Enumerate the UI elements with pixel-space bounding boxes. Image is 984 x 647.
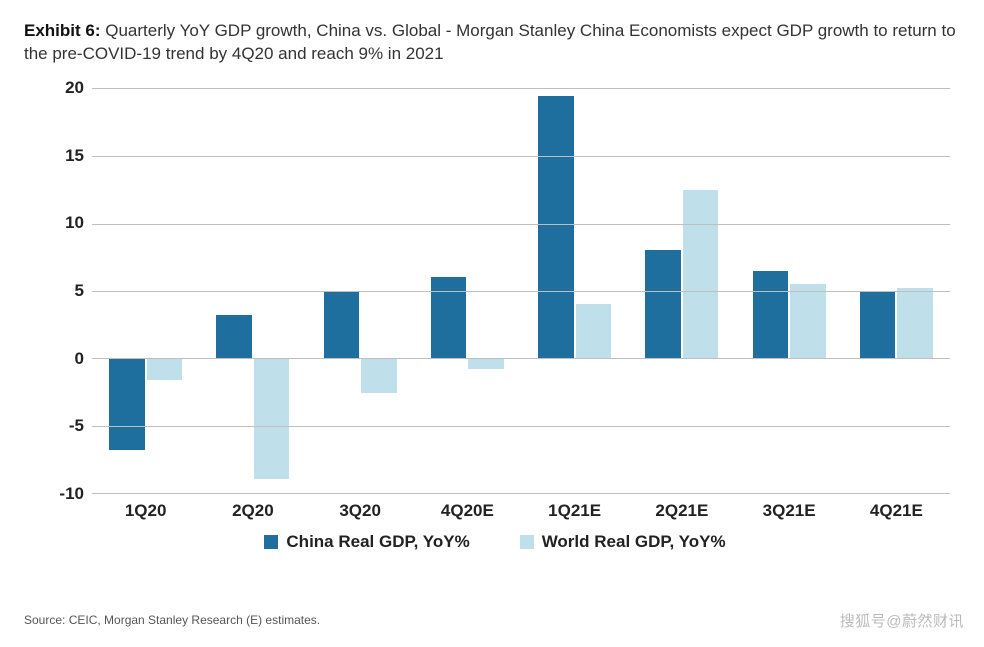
gridline xyxy=(92,358,950,359)
bar xyxy=(109,358,144,450)
legend-swatch xyxy=(264,535,278,549)
legend-swatch xyxy=(520,535,534,549)
y-tick-label: -5 xyxy=(30,416,84,436)
bar xyxy=(897,288,932,358)
legend-label: World Real GDP, YoY% xyxy=(542,532,726,552)
bar xyxy=(860,291,895,358)
watermark: 搜狐号@蔚然财讯 xyxy=(840,610,964,631)
legend-item-china: China Real GDP, YoY% xyxy=(264,532,469,552)
x-tick-label: 1Q20 xyxy=(125,493,167,521)
bar xyxy=(753,271,788,359)
legend-label: China Real GDP, YoY% xyxy=(286,532,469,552)
y-tick-label: 10 xyxy=(30,213,84,233)
bar xyxy=(431,277,466,358)
bar xyxy=(147,358,182,380)
bar xyxy=(538,96,573,359)
y-tick-label: 0 xyxy=(30,349,84,369)
bar xyxy=(576,304,611,358)
x-tick-label: 3Q20 xyxy=(339,493,381,521)
y-tick-label: 5 xyxy=(30,281,84,301)
x-tick-label: 1Q21E xyxy=(548,493,601,521)
bar xyxy=(361,358,396,393)
chart-container: 1Q202Q203Q204Q20E1Q21E2Q21E3Q21E4Q21E Ch… xyxy=(30,84,960,554)
exhibit-label: Exhibit 6: xyxy=(24,21,101,40)
title-text: Quarterly YoY GDP growth, China vs. Glob… xyxy=(24,21,956,63)
bar xyxy=(254,358,289,479)
gridline xyxy=(92,426,950,427)
bar xyxy=(468,358,503,369)
x-tick-label: 4Q21E xyxy=(870,493,923,521)
bar xyxy=(645,250,680,358)
x-tick-label: 4Q20E xyxy=(441,493,494,521)
chart-title: Exhibit 6: Quarterly YoY GDP growth, Chi… xyxy=(24,20,960,66)
bar xyxy=(216,315,251,358)
bar xyxy=(683,190,718,358)
x-tick-label: 3Q21E xyxy=(763,493,816,521)
plot-area: 1Q202Q203Q204Q20E1Q21E2Q21E3Q21E4Q21E xyxy=(92,88,950,494)
legend: China Real GDP, YoY% World Real GDP, YoY… xyxy=(30,532,960,552)
y-tick-label: -10 xyxy=(30,484,84,504)
legend-item-world: World Real GDP, YoY% xyxy=(520,532,726,552)
gridline xyxy=(92,291,950,292)
y-tick-label: 20 xyxy=(30,78,84,98)
bar xyxy=(790,284,825,358)
bar xyxy=(324,292,359,358)
gridline xyxy=(92,224,950,225)
y-tick-label: 15 xyxy=(30,146,84,166)
gridline xyxy=(92,156,950,157)
x-tick-label: 2Q20 xyxy=(232,493,274,521)
source-text: Source: CEIC, Morgan Stanley Research (E… xyxy=(24,613,320,627)
x-tick-label: 2Q21E xyxy=(655,493,708,521)
